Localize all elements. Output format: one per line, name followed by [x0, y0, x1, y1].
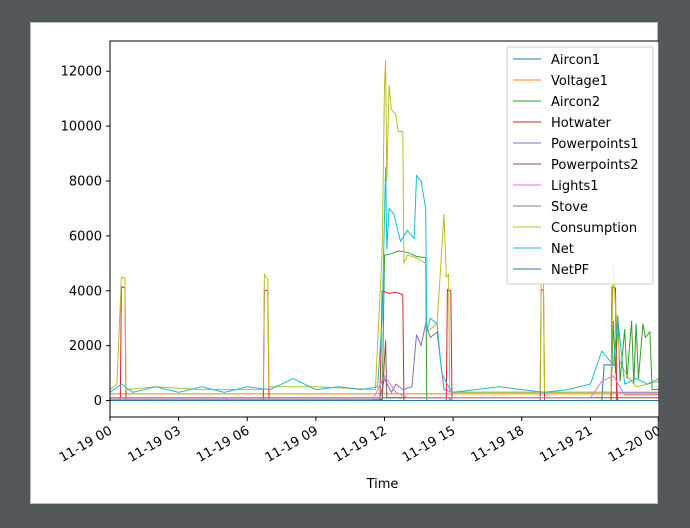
legend-label: Consumption [551, 221, 637, 236]
x-axis: 11-19 00 11-19 03 11-19 06 11-19 09 11-19 12… [57, 417, 659, 466]
x-tick-label: 11-19 06 [194, 423, 252, 465]
x-tick-label: 11-19 09 [263, 423, 321, 465]
y-tick-label: 0 [94, 394, 102, 409]
legend-label: NetPF [551, 263, 589, 278]
x-tick-label: 11-19 00 [57, 423, 115, 465]
y-tick-label: 8000 [69, 174, 102, 189]
legend-label: Stove [551, 200, 588, 215]
legend-label: Aircon2 [551, 95, 600, 110]
y-tick-label: 6000 [69, 229, 102, 244]
y-tick-label: 2000 [69, 339, 102, 354]
x-tick-label: 11-19 12 [331, 423, 389, 465]
series-line-consumption [109, 60, 659, 393]
legend: Aircon1 Voltage1 Aircon2 Hotwater Powerpoint… [506, 46, 654, 285]
series-layer [109, 60, 659, 401]
legend-label: Aircon1 [551, 53, 600, 68]
y-tick-label: 12000 [61, 65, 102, 80]
legend-box [506, 46, 654, 285]
legend-label: Hotwater [551, 116, 612, 131]
x-tick-label: 11-20 00 [606, 423, 659, 465]
legend-label: Powerpoints2 [551, 158, 639, 173]
series-line-lights1 [110, 374, 659, 400]
x-axis-label: Time [366, 477, 399, 492]
figure-frame: 0 2000 4000 6000 8000 10000 12000 11-19 00 11-1… [30, 22, 659, 504]
legend-label: Voltage1 [551, 74, 608, 89]
x-tick-label: 11-19 03 [126, 423, 184, 465]
y-axis: 0 2000 4000 6000 8000 10000 12000 [61, 65, 110, 409]
x-tick-label: 11-19 18 [469, 423, 527, 465]
y-tick-label: 4000 [69, 284, 102, 299]
x-tick-label: 11-19 15 [400, 423, 458, 465]
legend-label: Net [551, 242, 574, 257]
legend-label: Powerpoints1 [551, 137, 639, 152]
y-tick-label: 10000 [61, 120, 102, 135]
series-line-net [109, 167, 659, 393]
x-tick-label: 11-19 21 [537, 423, 595, 465]
series-line-aircon2 [110, 250, 659, 401]
legend-label: Lights1 [551, 179, 599, 194]
